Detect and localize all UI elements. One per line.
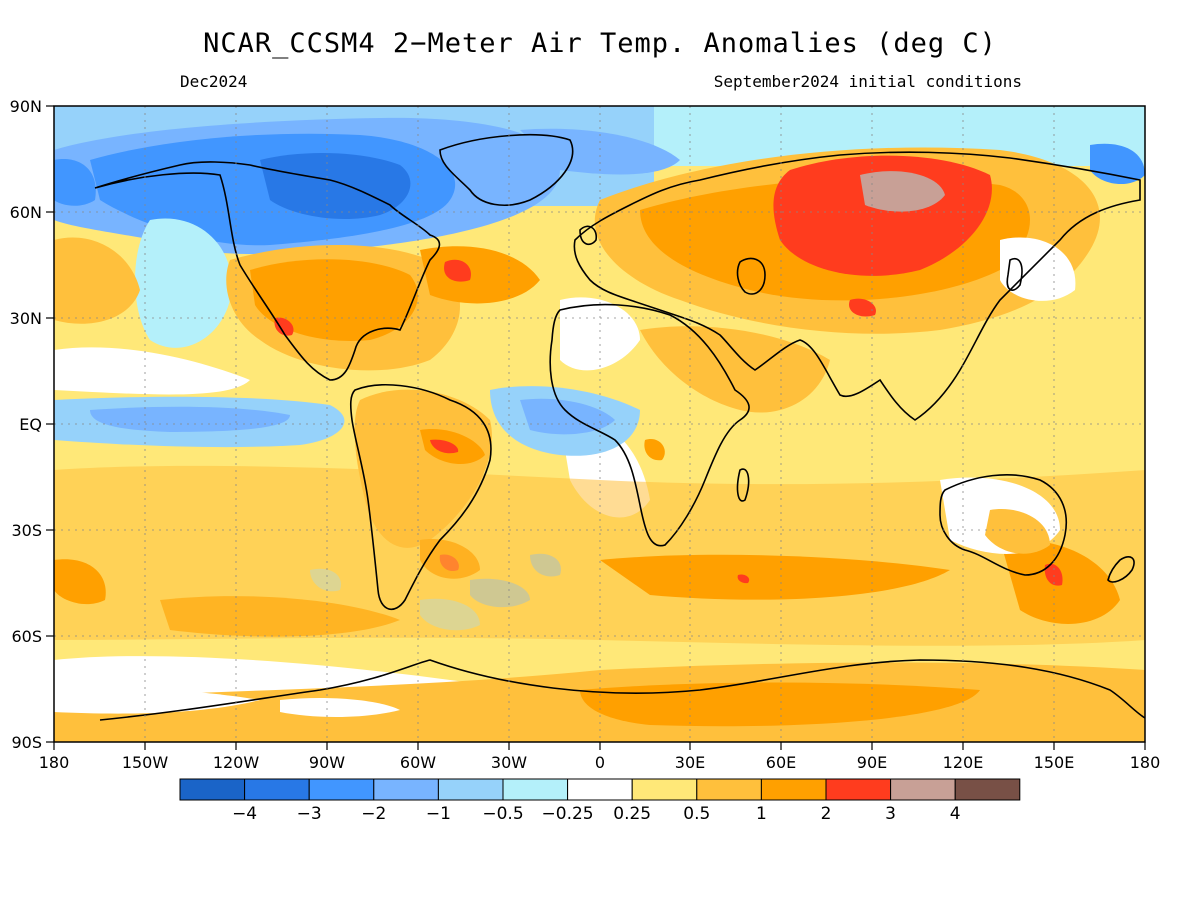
colorbar-swatch [826, 779, 891, 800]
latitude-labels: 90N 60N 30N EQ 30S 60S 90S [10, 97, 42, 752]
lat-label: EQ [19, 415, 42, 434]
colorbar-swatch [180, 779, 245, 800]
colorbar-tick-label: −3 [297, 804, 322, 824]
colorbar-tick-label: −0.25 [542, 804, 594, 824]
lon-label: 30W [491, 753, 527, 772]
colorbar-swatch [955, 779, 1020, 800]
lon-label: 180 [39, 753, 70, 772]
lat-label: 60N [10, 203, 42, 222]
colorbar-swatch [309, 779, 374, 800]
colorbar-labels: −4 −3 −2 −1 −0.5 −0.25 0.25 0.5 1 2 3 4 [232, 804, 961, 824]
colorbar-swatch [374, 779, 439, 800]
colorbar-swatch [632, 779, 697, 800]
colorbar-tick-label: −0.5 [482, 804, 523, 824]
longitude-labels: 180 150W 120W 90W 60W 30W 0 30E 60E 90E … [39, 753, 1161, 772]
colorbar-tick-label: 3 [885, 804, 896, 824]
colorbar-swatch [438, 779, 503, 800]
colorbar-tick-label: −2 [361, 804, 386, 824]
lat-label: 90S [11, 733, 42, 752]
colorbar-tick-label: 2 [821, 804, 832, 824]
lon-label: 90W [309, 753, 345, 772]
colorbar-swatch [503, 779, 568, 800]
colorbar-tick-label: 4 [950, 804, 961, 824]
lon-label: 30E [675, 753, 705, 772]
colorbar-tick-label: 0.5 [683, 804, 710, 824]
lon-label: 150E [1034, 753, 1075, 772]
lon-label: 60W [400, 753, 436, 772]
colorbar-tick-label: −4 [232, 804, 257, 824]
colorbar-swatch [891, 779, 956, 800]
lon-label: 150W [122, 753, 169, 772]
colorbar-tick-label: −1 [426, 804, 451, 824]
lon-label: 120W [213, 753, 260, 772]
anomaly-field [54, 106, 1145, 742]
lat-label: 90N [10, 97, 42, 116]
colorbar-tick-label: 0.25 [613, 804, 651, 824]
anomaly-map: 90N 60N 30N EQ 30S 60S 90S 180 150W 120W… [0, 0, 1200, 900]
colorbar [180, 779, 1020, 800]
colorbar-swatch [245, 779, 310, 800]
lon-label: 90E [857, 753, 887, 772]
lon-label: 120E [943, 753, 984, 772]
lat-label: 30N [10, 309, 42, 328]
lat-label: 30S [11, 521, 42, 540]
lon-label: 60E [766, 753, 796, 772]
colorbar-tick-label: 1 [756, 804, 767, 824]
colorbar-swatch [761, 779, 826, 800]
lon-label: 0 [595, 753, 605, 772]
lon-label: 180 [1130, 753, 1161, 772]
colorbar-swatch [568, 779, 633, 800]
lat-label: 60S [11, 627, 42, 646]
colorbar-swatch [697, 779, 762, 800]
